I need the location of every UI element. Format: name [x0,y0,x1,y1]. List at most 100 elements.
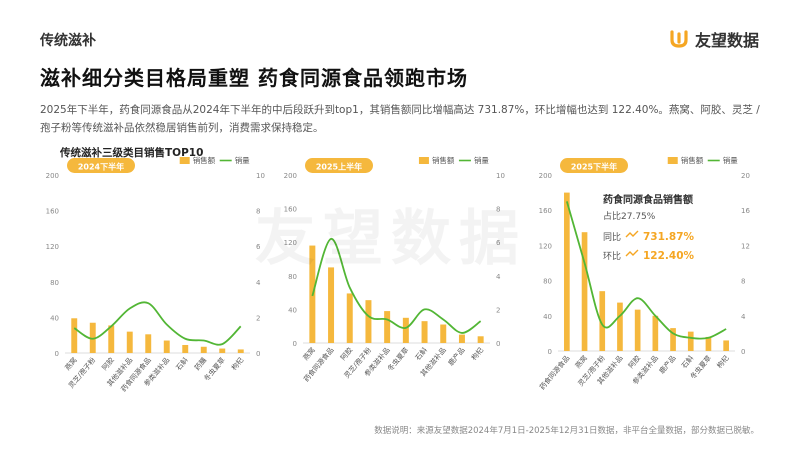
period-badge [67,158,135,173]
trend-up-icon [625,249,639,257]
y-tick-right: 4 [741,313,746,321]
brand-logo-icon [670,30,688,48]
y-tick-left: 200 [284,172,297,180]
y-tick-left: 120 [284,239,297,247]
bar-sales [145,334,152,353]
y-tick-left: 200 [539,172,552,180]
y-tick-right: 0 [496,340,500,348]
bar-sales [652,315,659,351]
x-tick-category: 药膳 [192,356,208,373]
x-tick-category: 枸杞 [715,354,731,371]
bar-sales [599,291,606,351]
footnote: 数据说明：来源友望数据2024年7月1日-2025年12月31日数据，非平台全量… [374,426,759,436]
bar-sales [237,349,244,353]
bar-sales [723,340,729,351]
y-tick-left: 80 [288,273,297,281]
line-volume [565,201,727,340]
y-tick-left: 200 [46,172,59,180]
y-tick-left: 120 [539,242,552,250]
x-tick-category: 药食同源食品 [537,354,571,392]
x-tick-category: 燕窝 [573,354,589,371]
bar-sales [71,318,78,353]
description-text: 2025年下半年，药食同源食品从2024年下半年的中后段跃升到top1，其销售额… [40,104,760,134]
x-tick-category: 枸杞 [469,346,485,363]
bar-sales [346,293,353,343]
annotation-mom-label: 环比 [603,250,621,262]
annotation-yoy-value: 731.87% [643,231,695,243]
y-tick-right: 12 [741,242,750,250]
y-tick-right: 2 [256,314,260,322]
bar-sales [402,317,409,343]
y-tick-right: 20 [741,172,750,180]
brand-name: 友望数据 [694,31,759,50]
period-badge-label: 2024下半年 [78,162,124,172]
period-badge-label: 2025上半年 [316,162,362,172]
bar-sales [182,344,189,353]
bar-sales [126,331,133,353]
bar-sales [634,309,641,351]
bar-sales [365,300,372,343]
y-tick-right: 16 [741,207,750,215]
annotation-yoy-label: 同比 [603,231,621,243]
trend-up-icon [625,230,639,238]
legend-label-sales: 销售额 [681,155,704,165]
y-tick-right: 6 [256,243,261,251]
x-tick-category: 鹿产品 [446,346,466,368]
legend-label-sales: 销售额 [432,155,455,165]
y-tick-right: 2 [496,306,500,314]
y-tick-left: 160 [46,208,59,216]
bar-sales [705,336,712,351]
x-tick-category: 石斛 [413,346,429,363]
legend-label-volume: 销量 [723,155,738,165]
y-tick-right: 0 [256,350,260,358]
period-badge [305,158,373,173]
bar-sales [670,328,676,351]
x-tick-category: 阿胶 [338,346,354,363]
brand: 友望数据 [669,27,759,51]
chart-title: 传统滋补三级类目销售TOP10 [59,146,203,159]
x-tick-category: 鹿产品 [657,354,677,376]
legend-swatch-sales [418,157,429,164]
y-tick-left: 40 [50,314,59,322]
page-headline: 滋补细分类目格局重塑 药食同源食品领跑市场 [40,66,468,90]
y-tick-left: 160 [284,206,297,214]
bar-sales [421,321,428,343]
legend-swatch-sales [179,157,190,164]
bar-sales [384,311,391,343]
y-tick-left: 40 [543,313,552,321]
y-tick-right: 10 [496,172,505,180]
y-tick-right: 0 [741,348,745,356]
line-volume [311,237,482,334]
bar-sales [477,336,484,343]
y-tick-left: 80 [543,278,552,286]
bar-sales [328,267,335,343]
bar-sales [108,325,115,353]
annotation-title: 药食同源食品销售额 [603,193,693,206]
y-tick-right: 10 [256,172,265,180]
y-tick-right: 8 [256,208,260,216]
x-tick-category: 石斛 [679,354,695,371]
x-tick-category: 阿胶 [100,356,116,373]
legend-label-volume: 销量 [235,155,250,165]
legend-label-volume: 销量 [474,155,489,165]
y-tick-right: 6 [496,239,501,247]
y-tick-left: 0 [293,340,297,348]
annotation-share: 占比27.75% [603,210,656,222]
bar-sales [219,348,226,353]
x-tick-category: 燕窝 [63,356,79,373]
y-tick-left: 120 [46,243,59,251]
y-tick-right: 4 [496,273,501,281]
bar-sales [440,324,447,343]
y-tick-right: 4 [256,279,261,287]
bar-sales [200,346,207,353]
bar-sales [458,334,465,343]
bar-sales [687,331,694,351]
y-tick-left: 80 [50,279,59,287]
bar-sales [163,340,170,353]
period-badge [560,158,628,173]
y-tick-left: 0 [548,348,552,356]
y-tick-left: 40 [288,306,297,314]
legend-label-sales: 销售额 [193,155,216,165]
section-tag: 传统滋补 [40,33,96,49]
